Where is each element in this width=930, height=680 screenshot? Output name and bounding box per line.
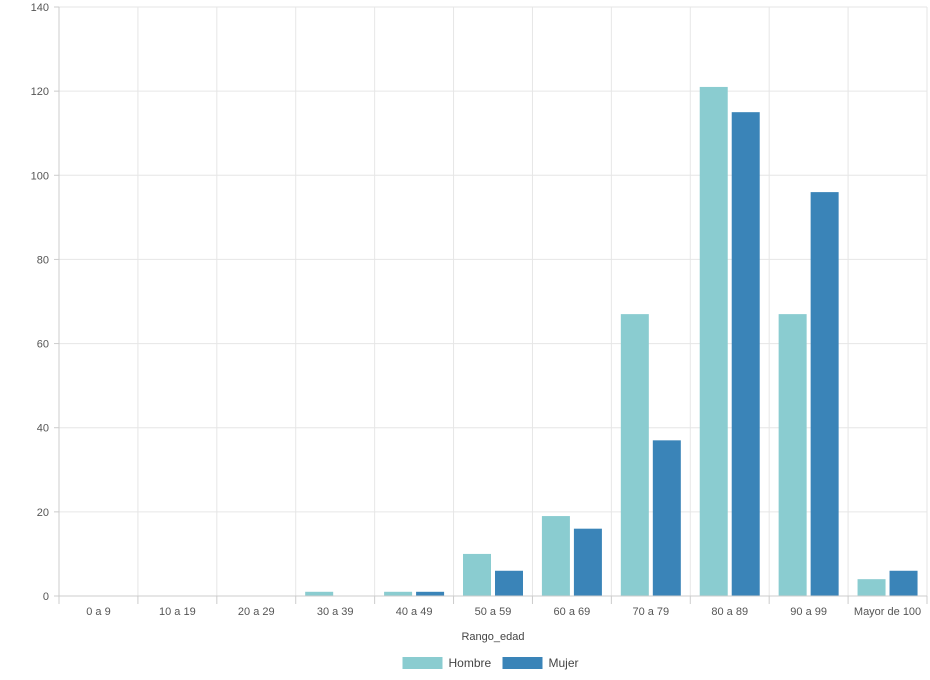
bar-hombre-7[interactable]: [620, 314, 649, 596]
x-tick-label: 30 a 39: [317, 606, 354, 618]
grid-lines: [58, 6, 928, 597]
y-tick-label: 60: [37, 339, 49, 351]
legend: Hombre Mujer: [402, 656, 579, 670]
y-tick-label: 20: [37, 507, 49, 519]
x-tick-label: 20 a 29: [238, 606, 275, 618]
x-tick-label: 90 a 99: [790, 606, 827, 618]
bar-hombre-4[interactable]: [384, 591, 413, 596]
x-axis-title: Rango_edad: [461, 631, 524, 643]
x-tick-label: 40 a 49: [396, 606, 433, 618]
legend-swatch-hombre[interactable]: [402, 657, 443, 669]
x-tick-label: 10 a 19: [159, 606, 196, 618]
y-tick-label: 140: [31, 2, 49, 14]
bars-group: [305, 86, 918, 596]
y-tick-label: 40: [37, 423, 49, 435]
legend-swatch-mujer[interactable]: [502, 657, 543, 669]
axes: 0 20 40 60 80 100 120 140 0 a 9 10 a 19 20 a 29 30 …: [31, 2, 928, 618]
y-tick-label: 80: [37, 254, 49, 266]
bar-mujer-8[interactable]: [731, 112, 760, 596]
bar-mujer-10[interactable]: [889, 570, 918, 596]
x-tick-label: Mayor de 100: [854, 606, 921, 618]
bar-mujer-4[interactable]: [416, 591, 445, 596]
bar-hombre-9[interactable]: [778, 314, 807, 596]
bar-hombre-5[interactable]: [463, 553, 491, 596]
y-tick-label: 100: [31, 170, 49, 182]
y-tick-label: 0: [43, 591, 49, 603]
x-tick-label: 0 a 9: [86, 606, 110, 618]
bar-mujer-5[interactable]: [495, 570, 523, 596]
bar-hombre-6[interactable]: [541, 516, 570, 596]
bar-hombre-8[interactable]: [699, 86, 728, 596]
bar-mujer-6[interactable]: [573, 528, 602, 596]
bar-mujer-7[interactable]: [652, 440, 681, 596]
legend-label-hombre[interactable]: Hombre: [449, 656, 492, 670]
x-tick-label: 60 a 69: [554, 606, 591, 618]
y-tick-label: 120: [31, 86, 49, 98]
x-tick-label: 80 a 89: [711, 606, 748, 618]
bar-mujer-9[interactable]: [810, 192, 839, 596]
x-tick-label: 70 a 79: [632, 606, 669, 618]
legend-label-mujer[interactable]: Mujer: [549, 656, 579, 670]
bar-hombre-3[interactable]: [305, 591, 334, 596]
bar-hombre-10[interactable]: [857, 579, 886, 596]
x-tick-label: 50 a 59: [475, 606, 512, 618]
